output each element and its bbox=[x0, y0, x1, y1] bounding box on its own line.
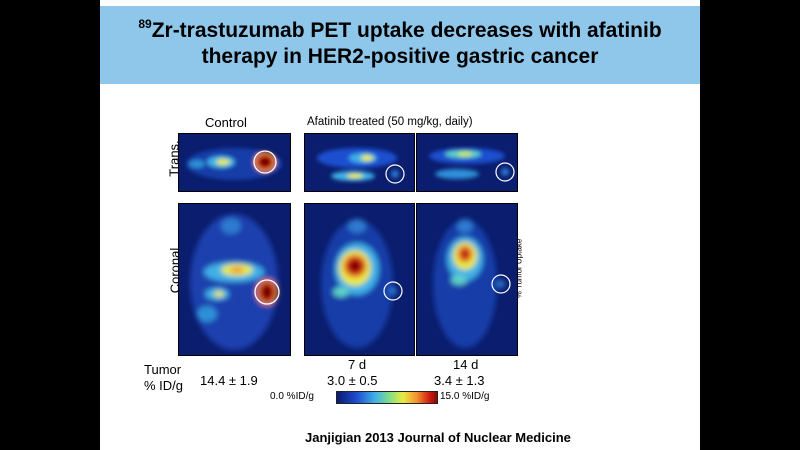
scale-max-label: 15.0 %ID/g bbox=[440, 391, 490, 402]
header-control: Control bbox=[205, 115, 247, 130]
pet-trans-7d bbox=[304, 133, 415, 192]
tumor-label-line2: % ID/g bbox=[144, 378, 184, 393]
tumor-value-7d: 3.0 ± 0.5 bbox=[327, 373, 378, 388]
pet-trans-control bbox=[178, 133, 291, 192]
title-line1-text: Zr-trastuzumab PET uptake decreases with… bbox=[151, 19, 662, 42]
slide-title-line2: therapy in HER2-positive gastric cancer bbox=[201, 45, 599, 68]
slide: 89Zr-trastuzumab PET uptake decreases wi… bbox=[100, 0, 700, 450]
isotope-superscript: 89 bbox=[138, 17, 152, 31]
tumor-value-control: 14.4 ± 1.9 bbox=[200, 373, 258, 388]
scale-min-label: 0.0 %ID/g bbox=[270, 391, 314, 402]
pet-trans-14d bbox=[416, 133, 518, 192]
pet-coronal-7d bbox=[304, 203, 415, 356]
citation: Janjigian 2013 Journal of Nuclear Medici… bbox=[305, 430, 571, 445]
pet-coronal-control bbox=[178, 203, 291, 356]
header-afatinib: Afatinib treated (50 mg/kg, daily) bbox=[307, 116, 473, 128]
slide-title-line1: 89Zr-trastuzumab PET uptake decreases wi… bbox=[100, 18, 700, 44]
timepoint-14d: 14 d bbox=[453, 357, 479, 372]
tumor-label-line1: Tumor bbox=[144, 362, 182, 377]
timepoint-7d: 7 d bbox=[348, 357, 367, 372]
pet-coronal-14d bbox=[416, 203, 518, 356]
pet-colorbar bbox=[336, 391, 438, 404]
tumor-value-14d: 3.4 ± 1.3 bbox=[434, 373, 485, 388]
title-bar: 89Zr-trastuzumab PET uptake decreases wi… bbox=[100, 6, 700, 84]
